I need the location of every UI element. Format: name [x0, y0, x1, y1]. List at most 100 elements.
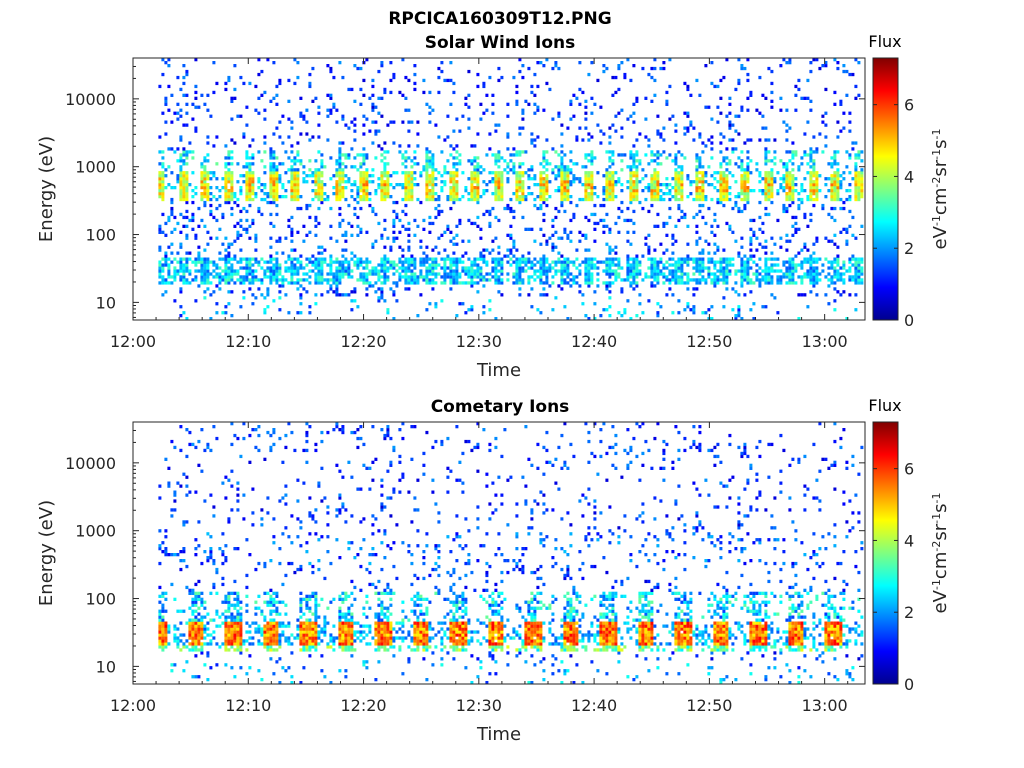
heatmap-cell: [227, 78, 231, 83]
heatmap-cell: [224, 81, 228, 86]
heatmap-cell: [254, 278, 258, 282]
heatmap-cell: [824, 293, 828, 297]
heatmap-cell: [587, 174, 591, 178]
heatmap-cell: [446, 227, 450, 231]
heatmap-cell: [833, 186, 837, 190]
heatmap-cell: [329, 278, 333, 282]
heatmap-cell: [791, 260, 795, 264]
heatmap-cell: [815, 236, 819, 240]
heatmap-cell: [857, 156, 861, 160]
heatmap-cell: [791, 278, 795, 282]
heatmap-cell: [224, 162, 228, 166]
heatmap-cell: [410, 120, 414, 124]
heatmap-cell: [182, 281, 186, 285]
heatmap-cell: [734, 129, 738, 133]
heatmap-cell: [545, 281, 549, 285]
heatmap-cell: [452, 281, 456, 285]
heatmap-cell: [203, 165, 207, 169]
heatmap-cell: [179, 648, 183, 652]
heatmap-cell: [227, 174, 231, 178]
heatmap-cell: [440, 150, 444, 154]
heatmap-cell: [449, 272, 453, 276]
heatmap-cell: [614, 263, 618, 267]
heatmap-cell: [272, 177, 276, 181]
heatmap-cell: [677, 192, 681, 196]
heatmap-cell: [590, 180, 594, 184]
heatmap-cell: [422, 275, 426, 279]
heatmap-cell: [362, 189, 366, 193]
heatmap-cell: [290, 165, 294, 169]
heatmap-cell: [746, 281, 750, 285]
heatmap-cell: [674, 186, 678, 190]
heatmap-cell: [317, 183, 321, 187]
heatmap-cell: [212, 290, 216, 294]
heatmap-cell: [782, 174, 786, 178]
heatmap-cell: [542, 177, 546, 181]
colorbar-tick-label: 4: [904, 167, 914, 186]
heatmap-cell: [560, 132, 564, 136]
heatmap-cell: [839, 197, 843, 202]
heatmap-cell: [275, 272, 279, 276]
heatmap-cell: [677, 180, 681, 184]
heatmap-cell: [653, 78, 657, 83]
heatmap-cell: [350, 275, 354, 279]
heatmap-cell: [740, 263, 744, 267]
heatmap-cell: [164, 96, 168, 100]
heatmap-cell: [332, 278, 336, 282]
heatmap-cell: [272, 162, 276, 166]
heatmap-cell: [209, 171, 213, 175]
colorbar-label: eV-1cm-2sr-1s-1: [930, 129, 952, 250]
heatmap-cell: [560, 159, 564, 163]
heatmap-cell: [230, 183, 234, 187]
heatmap-cell: [779, 278, 783, 282]
heatmap-cell: [200, 561, 204, 566]
heatmap-cell: [674, 275, 678, 279]
heatmap-cell: [374, 239, 378, 243]
heatmap-cell: [515, 266, 519, 270]
heatmap-cell: [419, 239, 423, 243]
heatmap-cell: [431, 177, 435, 181]
heatmap-cell: [836, 66, 840, 71]
heatmap-cell: [338, 168, 342, 172]
heatmap-cell: [581, 233, 585, 237]
heatmap-cell: [341, 186, 345, 190]
heatmap-cell: [299, 260, 303, 264]
heatmap-cell: [353, 197, 357, 202]
heatmap-cell: [785, 239, 789, 243]
heatmap-cell: [809, 197, 813, 202]
heatmap-cell: [293, 177, 297, 181]
heatmap-cell: [179, 278, 183, 282]
heatmap-cell: [785, 177, 789, 181]
heatmap-cell: [734, 200, 738, 205]
heatmap-cell: [185, 111, 189, 115]
heatmap-cell: [752, 260, 756, 264]
heatmap-cell: [563, 266, 567, 270]
heatmap-cell: [254, 260, 258, 264]
heatmap-cell: [749, 227, 753, 231]
heatmap-cell: [740, 266, 744, 270]
heatmap-cell: [728, 260, 732, 264]
heatmap-cell: [557, 174, 561, 178]
heatmap-cell: [392, 272, 396, 276]
heatmap-cell: [347, 269, 351, 273]
heatmap-cell: [311, 254, 315, 258]
heatmap-cell: [257, 177, 261, 181]
heatmap-cell: [755, 248, 759, 252]
heatmap-cell: [548, 162, 552, 166]
heatmap-cell: [365, 189, 369, 193]
heatmap-cell: [755, 236, 759, 240]
heatmap-cell: [182, 159, 186, 163]
heatmap-cell: [509, 159, 513, 163]
heatmap-cell: [332, 75, 336, 80]
heatmap-cell: [341, 260, 345, 264]
heatmap-cell: [650, 284, 654, 288]
heatmap-cell: [650, 269, 654, 273]
heatmap-cell: [590, 156, 594, 160]
heatmap-cell: [494, 257, 498, 261]
heatmap-cell: [572, 278, 576, 282]
heatmap-cell: [275, 281, 279, 285]
heatmap-cell: [254, 108, 258, 112]
heatmap-cell: [545, 272, 549, 276]
heatmap-cell: [701, 257, 705, 261]
heatmap-cell: [347, 221, 351, 226]
